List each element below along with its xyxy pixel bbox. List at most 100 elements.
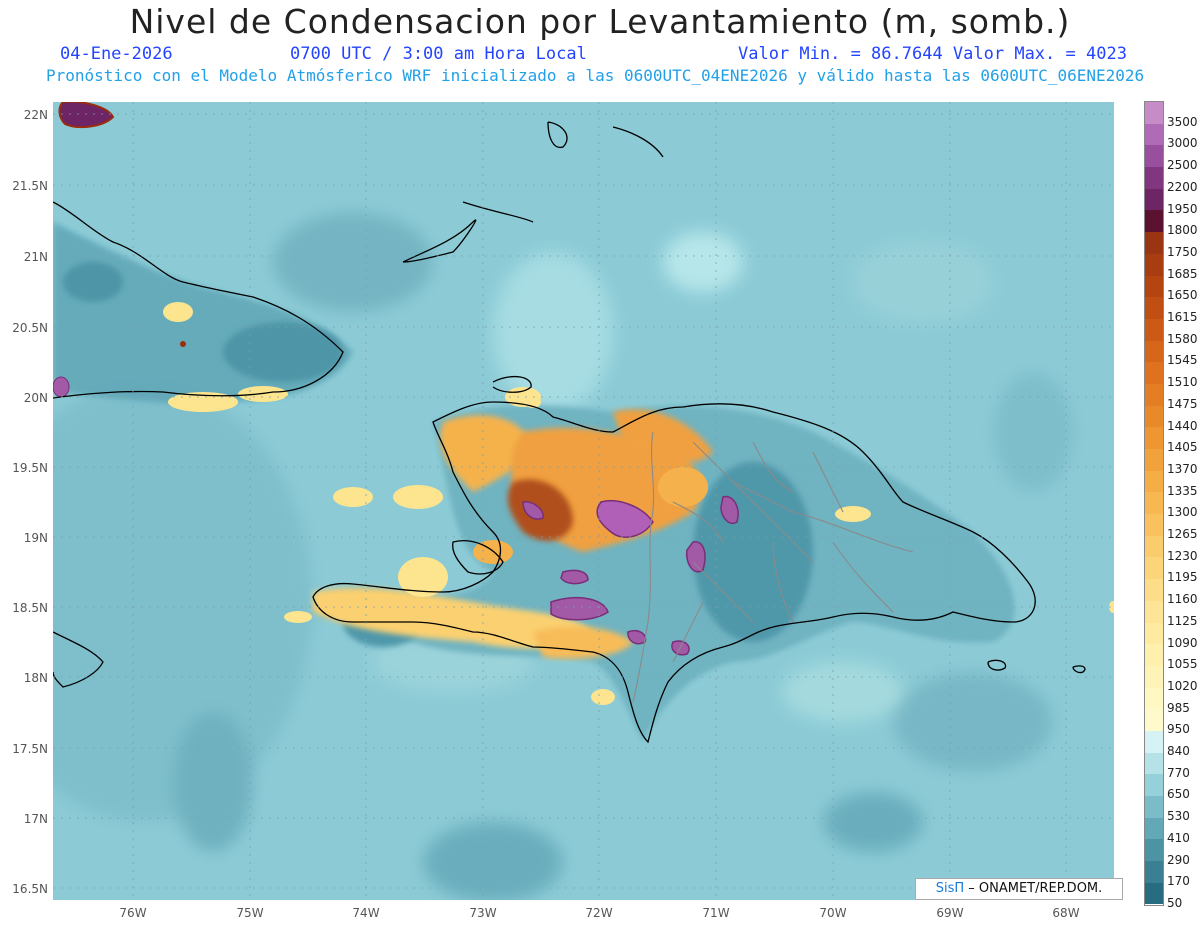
lon-label: 70W (819, 906, 847, 920)
colorbar-swatch (1145, 318, 1163, 341)
colorbar-label: 410 (1167, 830, 1190, 845)
colorbar-label: 650 (1167, 787, 1190, 802)
colorbar-label: 1750 (1167, 244, 1198, 259)
colorbar-swatch (1145, 210, 1163, 233)
colorbar-label: 985 (1167, 700, 1190, 715)
colorbar-swatch (1145, 687, 1163, 710)
colorbar-label: 1335 (1167, 483, 1198, 498)
colorbar-label: 1950 (1167, 201, 1198, 216)
colorbar-label: 1580 (1167, 331, 1198, 346)
colorbar-swatch (1145, 535, 1163, 558)
colorbar-label: 1475 (1167, 396, 1198, 411)
lat-label: 17N (23, 812, 48, 826)
map-title: Nivel de Condensacion por Levantamiento … (129, 2, 1071, 41)
credit-brand: SisΠ (935, 881, 965, 896)
colorbar-label: 1020 (1167, 678, 1198, 693)
colorbar-label: 840 (1167, 744, 1190, 759)
colorbar-label: 1265 (1167, 527, 1198, 542)
lat-label: 22N (23, 108, 48, 122)
colorbar-swatch (1145, 861, 1163, 883)
colorbar-swatch (1145, 796, 1163, 818)
lon-label: 71W (702, 906, 730, 920)
lat-label: 16.5N (12, 882, 48, 896)
colorbar-label: 1440 (1167, 418, 1198, 433)
colorbar-swatch (1145, 774, 1163, 796)
colorbar-label: 1615 (1167, 310, 1198, 325)
colorbar-swatch (1145, 405, 1163, 428)
colorbar-swatch (1145, 622, 1163, 645)
lon-label: 72W (585, 906, 613, 920)
colorbar-swatch (1145, 297, 1163, 319)
colorbar-swatch (1145, 579, 1163, 601)
colorbar-label: 2500 (1167, 158, 1198, 173)
coastlines (53, 121, 1086, 744)
province-borders (632, 431, 914, 703)
lat-label: 20N (23, 391, 48, 405)
lat-label: 20.5N (12, 321, 48, 335)
colorbar-label: 2200 (1167, 179, 1198, 194)
colorbar-swatch (1145, 839, 1163, 862)
lon-label: 73W (469, 906, 497, 920)
hispaniola-field (284, 387, 1015, 742)
colorbar-label: 1510 (1167, 375, 1198, 390)
lcl-map (53, 102, 1114, 900)
colorbar-label: 290 (1167, 852, 1190, 867)
lat-label: 17.5N (12, 742, 48, 756)
date-label: 04-Ene-2026 (60, 44, 173, 64)
colorbar-swatch (1145, 340, 1163, 363)
colorbar-swatch (1145, 275, 1163, 298)
lat-label: 21.5N (12, 179, 48, 193)
lat-label: 19N (23, 531, 48, 545)
colorbar-swatch (1145, 362, 1163, 384)
colorbar-swatch (1145, 665, 1163, 688)
colorbar-label: 1405 (1167, 440, 1198, 455)
lat-label: 18.5N (12, 601, 48, 615)
credit-text: – ONAMET/REP.DOM. (964, 881, 1103, 896)
colorbar-label: 1370 (1167, 461, 1198, 476)
colorbar-label: 1230 (1167, 548, 1198, 563)
colorbar-swatch (1145, 232, 1163, 254)
colorbar-swatch (1145, 709, 1163, 731)
colorbar-swatch (1145, 882, 1163, 905)
colorbar-label: 1800 (1167, 223, 1198, 238)
colorbar-swatch (1145, 188, 1163, 211)
colorbar-label: 1160 (1167, 592, 1198, 607)
colorbar-swatch (1145, 600, 1163, 623)
colorbar-swatch (1145, 167, 1163, 189)
colorbar-label: 50 (1167, 896, 1183, 910)
colorbar-swatch (1145, 253, 1163, 276)
minmax-label: Valor Min. = 86.7644 Valor Max. = 4023 (738, 44, 1127, 64)
forecast-label: Pronóstico con el Modelo Atmósferico WRF… (46, 66, 1145, 85)
colorbar-swatch (1145, 383, 1163, 406)
colorbar-label: 170 (1167, 874, 1190, 889)
colorbar-swatch (1145, 817, 1163, 840)
colorbar-swatch (1145, 449, 1163, 471)
colorbar-swatch (1145, 752, 1163, 775)
north-features (53, 102, 1114, 613)
colorbar-swatch (1145, 644, 1163, 666)
colorbar-swatch (1145, 470, 1163, 493)
colorbar-swatch (1145, 730, 1163, 753)
colorbar-label: 3500 (1167, 114, 1198, 129)
lat-label: 21N (23, 250, 48, 264)
colorbar-label: 770 (1167, 765, 1190, 780)
cuba-field (53, 222, 353, 412)
colorbar-label: 530 (1167, 809, 1190, 824)
colorbar-label: 1685 (1167, 266, 1198, 281)
graticule (53, 102, 1114, 900)
colorbar-label: 1055 (1167, 657, 1198, 672)
lon-label: 75W (236, 906, 264, 920)
colorbar-swatch (1145, 145, 1163, 168)
lat-label: 18N (23, 671, 48, 685)
lon-label: 76W (119, 906, 147, 920)
lon-label: 68W (1052, 906, 1080, 920)
credit-box: SisΠ – ONAMET/REP.DOM. (915, 878, 1123, 900)
lon-label: 74W (352, 906, 380, 920)
time-label: 0700 UTC / 3:00 am Hora Local (290, 44, 587, 64)
colorbar-label: 1545 (1167, 353, 1198, 368)
colorbar-swatch (1145, 514, 1163, 536)
colorbar-label: 1090 (1167, 635, 1198, 650)
colorbar-label: 1300 (1167, 505, 1198, 520)
colorbar-swatch (1145, 492, 1163, 515)
lat-label: 19.5N (12, 461, 48, 475)
